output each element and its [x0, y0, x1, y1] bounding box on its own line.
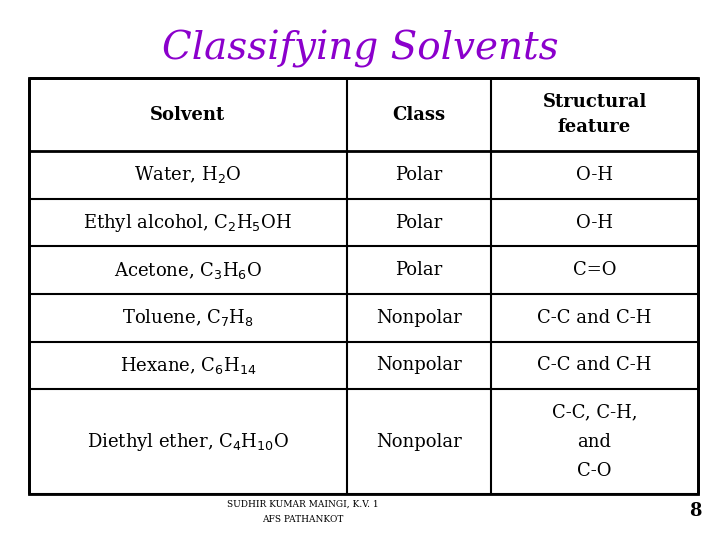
Text: Diethyl ether, C$_4$H$_{10}$O: Diethyl ether, C$_4$H$_{10}$O	[87, 431, 289, 453]
Text: C-C, C-H,
and
C-O: C-C, C-H, and C-O	[552, 403, 637, 480]
Text: Water, H$_2$O: Water, H$_2$O	[134, 164, 241, 185]
Text: Ethyl alcohol, C$_2$H$_5$OH: Ethyl alcohol, C$_2$H$_5$OH	[84, 212, 292, 233]
FancyBboxPatch shape	[29, 78, 698, 494]
Text: Nonpolar: Nonpolar	[376, 356, 462, 374]
Text: 8: 8	[690, 502, 702, 520]
Text: Class: Class	[392, 106, 446, 124]
Text: Acetone, C$_3$H$_6$O: Acetone, C$_3$H$_6$O	[114, 260, 262, 281]
Text: SUDHIR KUMAR MAINGI, K.V. 1: SUDHIR KUMAR MAINGI, K.V. 1	[227, 500, 378, 509]
Text: Classifying Solvents: Classifying Solvents	[162, 30, 558, 68]
Text: Nonpolar: Nonpolar	[376, 433, 462, 451]
Text: Hexane, C$_6$H$_{14}$: Hexane, C$_6$H$_{14}$	[120, 355, 256, 376]
Text: Nonpolar: Nonpolar	[376, 309, 462, 327]
Text: Polar: Polar	[395, 213, 443, 232]
Text: Toluene, C$_7$H$_8$: Toluene, C$_7$H$_8$	[122, 307, 254, 328]
Text: C-C and C-H: C-C and C-H	[537, 356, 652, 374]
Text: Polar: Polar	[395, 261, 443, 279]
Text: O-H: O-H	[576, 166, 613, 184]
Text: O-H: O-H	[576, 213, 613, 232]
Text: C-C and C-H: C-C and C-H	[537, 309, 652, 327]
Text: C=O: C=O	[573, 261, 616, 279]
Text: Solvent: Solvent	[150, 106, 225, 124]
Text: Structural
feature: Structural feature	[542, 93, 647, 136]
Text: Polar: Polar	[395, 166, 443, 184]
Text: AFS PATHANKOT: AFS PATHANKOT	[261, 515, 343, 524]
